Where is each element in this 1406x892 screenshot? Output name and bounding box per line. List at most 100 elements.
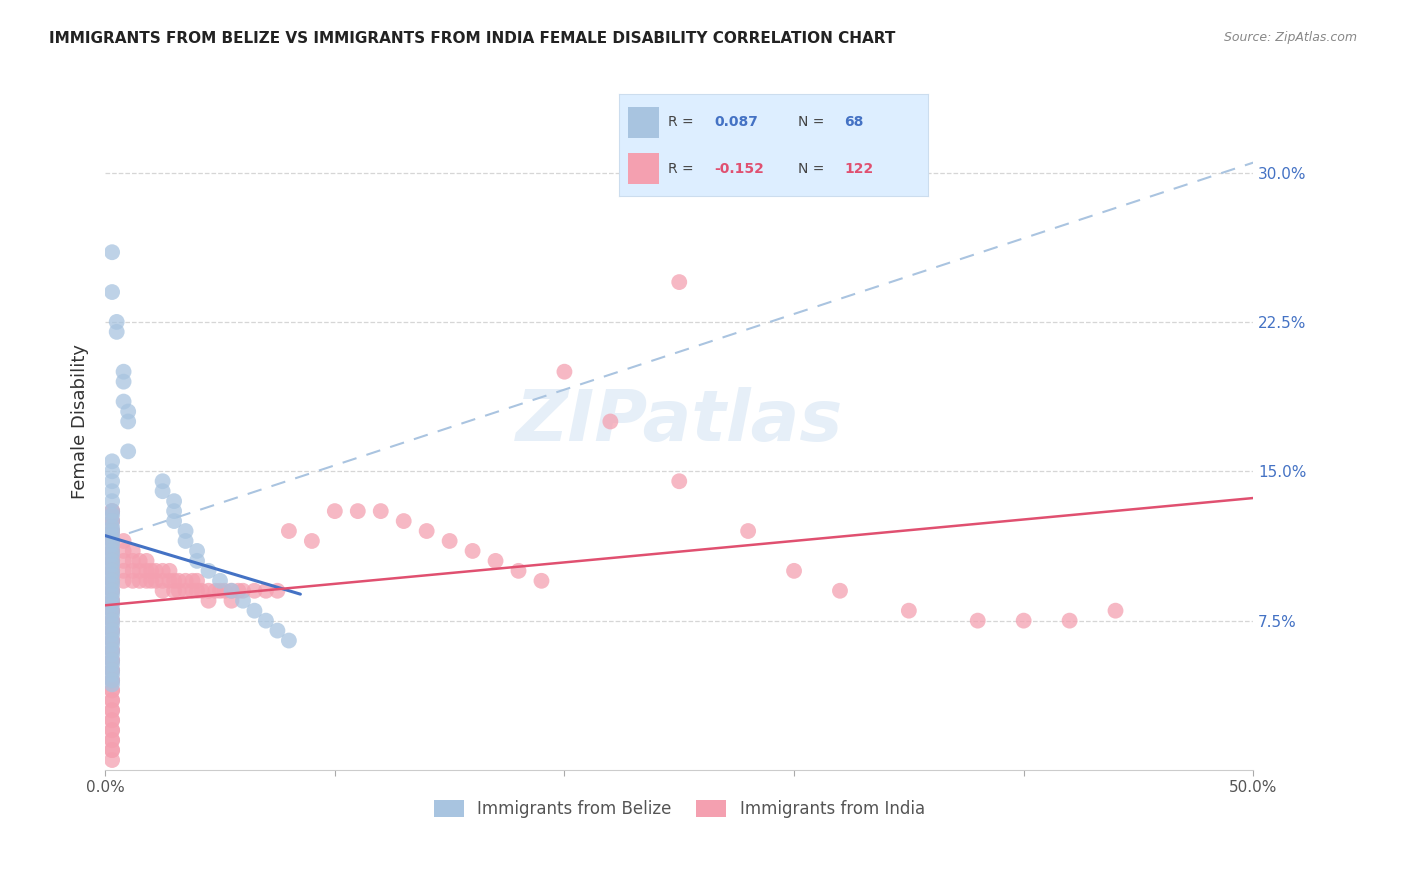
Point	[221, 583, 243, 598]
Point	[128, 554, 150, 568]
Point	[101, 593, 124, 607]
Point	[101, 588, 124, 602]
Point	[101, 723, 124, 738]
Point	[204, 583, 226, 598]
Point	[254, 583, 277, 598]
Point	[254, 614, 277, 628]
Point	[228, 583, 250, 598]
Point	[101, 664, 124, 678]
Point	[1059, 614, 1081, 628]
Point	[266, 624, 288, 638]
Point	[101, 657, 124, 672]
Point	[101, 524, 124, 538]
Point	[101, 617, 124, 632]
Point	[112, 375, 135, 389]
Point	[101, 474, 124, 488]
Point	[117, 444, 139, 458]
Point	[101, 643, 124, 657]
Point	[277, 633, 299, 648]
Point	[186, 574, 208, 588]
Point	[163, 583, 186, 598]
Point	[370, 504, 392, 518]
Point	[221, 593, 243, 607]
Point	[101, 624, 124, 638]
Point	[221, 583, 243, 598]
Point	[214, 583, 236, 598]
Point	[101, 504, 124, 518]
Point	[105, 315, 128, 329]
Point	[346, 504, 368, 518]
Point	[145, 574, 167, 588]
Point	[101, 627, 124, 641]
Point	[101, 564, 124, 578]
Text: N =: N =	[799, 161, 824, 176]
Text: IMMIGRANTS FROM BELIZE VS IMMIGRANTS FROM INDIA FEMALE DISABILITY CORRELATION CH: IMMIGRANTS FROM BELIZE VS IMMIGRANTS FRO…	[49, 31, 896, 46]
Point	[159, 574, 181, 588]
Point	[101, 643, 124, 657]
Point	[152, 484, 174, 499]
Point	[101, 494, 124, 508]
Point	[101, 464, 124, 478]
Point	[112, 574, 135, 588]
Point	[101, 673, 124, 688]
Point	[101, 753, 124, 767]
Bar	[628, 107, 659, 137]
Point	[101, 514, 124, 528]
Point	[101, 703, 124, 717]
Point	[181, 574, 204, 588]
Point	[121, 544, 143, 558]
Point	[101, 723, 124, 738]
Point	[101, 564, 124, 578]
Point	[163, 574, 186, 588]
Text: N =: N =	[799, 115, 824, 129]
Point	[101, 624, 124, 638]
Point	[197, 564, 219, 578]
Y-axis label: Female Disability: Female Disability	[72, 344, 89, 499]
Point	[139, 564, 162, 578]
Point	[101, 614, 124, 628]
Point	[186, 544, 208, 558]
Text: R =: R =	[668, 115, 693, 129]
Point	[197, 593, 219, 607]
Point	[101, 683, 124, 698]
Point	[101, 583, 124, 598]
Point	[174, 524, 197, 538]
Point	[599, 415, 621, 429]
Point	[101, 504, 124, 518]
Bar	[628, 153, 659, 184]
Point	[174, 533, 197, 548]
Point	[101, 673, 124, 688]
Point	[101, 667, 124, 681]
Point	[208, 574, 231, 588]
Point	[101, 624, 124, 638]
Point	[101, 514, 124, 528]
Point	[101, 554, 124, 568]
Point	[128, 564, 150, 578]
Point	[101, 638, 124, 652]
Point	[101, 607, 124, 622]
Point	[966, 614, 988, 628]
Point	[101, 583, 124, 598]
Point	[152, 564, 174, 578]
Text: ZIPatlas: ZIPatlas	[516, 387, 844, 456]
Point	[167, 574, 190, 588]
Point	[101, 533, 124, 548]
Point	[101, 713, 124, 727]
Point	[101, 653, 124, 667]
Point	[101, 520, 124, 534]
Point	[101, 648, 124, 662]
Point	[101, 567, 124, 582]
Point	[101, 743, 124, 757]
Point	[159, 564, 181, 578]
Point	[101, 614, 124, 628]
Legend: Immigrants from Belize, Immigrants from India: Immigrants from Belize, Immigrants from …	[427, 793, 932, 824]
Point	[301, 533, 323, 548]
Point	[439, 533, 461, 548]
Text: Source: ZipAtlas.com: Source: ZipAtlas.com	[1223, 31, 1357, 45]
Point	[101, 593, 124, 607]
Text: R =: R =	[668, 161, 693, 176]
Point	[101, 664, 124, 678]
Point	[323, 504, 346, 518]
Point	[101, 633, 124, 648]
Point	[101, 514, 124, 528]
